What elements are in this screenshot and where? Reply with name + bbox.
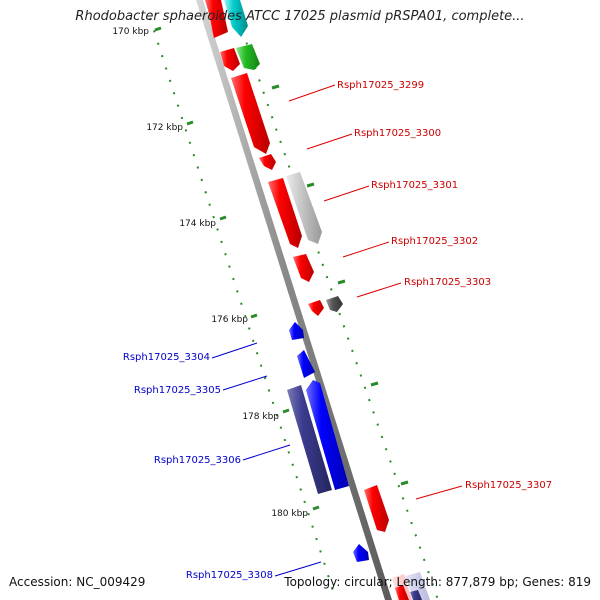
gene-arrow-rsph17025-3302-a[interactable] — [268, 178, 302, 248]
ruler-tick — [186, 120, 194, 126]
ruler-label: 170 kbp — [112, 27, 149, 37]
callout-line — [274, 561, 322, 577]
gene-label[interactable]: Rsph17025_3308 — [186, 570, 273, 581]
ruler-label: 178 kbp — [242, 412, 279, 422]
gene-label[interactable]: Rsph17025_3305 — [134, 385, 221, 396]
callout-line — [288, 84, 336, 102]
gene-arrow-rsph17025-3301[interactable] — [286, 172, 322, 244]
gene-arrow-rsph17025-3302[interactable] — [293, 254, 314, 282]
gene-arrow-rsph17025-3304[interactable] — [289, 322, 304, 340]
gene-label[interactable]: Rsph17025_3307 — [465, 480, 552, 491]
ruler-tick — [282, 408, 290, 414]
gene-arrow-rsph17025-3303[interactable] — [326, 296, 343, 312]
ruler-major-ticks — [154, 26, 320, 511]
gene-arrow-red[interactable] — [395, 585, 409, 600]
ruler-tick — [250, 313, 258, 319]
reverse-callout-lines — [211, 342, 322, 577]
forward-callout-lines — [288, 84, 463, 500]
gene-arrow-green[interactable] — [236, 44, 260, 70]
ruler-tick — [306, 182, 315, 188]
gene-label[interactable]: Rsph17025_3299 — [337, 80, 424, 91]
gene-label[interactable]: Rsph17025_3303 — [404, 277, 491, 288]
gene-arrow-rsph17025-3305[interactable] — [297, 350, 315, 378]
gene-arrow-rsph17025-3308[interactable] — [353, 544, 369, 562]
ruler-tick — [400, 480, 409, 486]
ruler-major-ticks-outer — [271, 84, 409, 486]
ruler-tick — [219, 215, 227, 221]
gene-arrow-rsph17025-3306[interactable] — [287, 385, 332, 494]
map-title: Rhodobacter sphaeroides ATCC 17025 plasm… — [75, 9, 525, 24]
genome-backbone — [196, 0, 392, 600]
gene-arrow-rsph17025-3307[interactable] — [364, 485, 389, 532]
gene-arrow-lavender[interactable] — [405, 572, 430, 600]
callout-line — [242, 444, 291, 461]
gene-label[interactable]: Rsph17025_3302 — [391, 236, 478, 247]
gene-arrow-rsph17025-3299[interactable] — [231, 73, 270, 154]
callout-line — [323, 185, 370, 202]
callout-line — [415, 485, 463, 500]
ruler-label: 172 kbp — [146, 123, 183, 133]
gene-label[interactable]: Rsph17025_3306 — [154, 455, 241, 466]
gene-arrow-red-small[interactable] — [308, 300, 324, 316]
accession-text: Accession: NC_009429 — [9, 575, 146, 589]
callout-line — [342, 241, 390, 258]
callout-line — [222, 375, 268, 391]
ruler-tick — [337, 279, 346, 285]
ruler-label: 180 kbp — [271, 509, 308, 519]
gene-arrow-cyan[interactable] — [224, 0, 248, 37]
gene-arrow-rsph17025-3306-blue[interactable] — [306, 380, 349, 490]
callout-line — [356, 282, 402, 298]
gene-arrow-navy[interactable] — [410, 590, 422, 600]
gene-label[interactable]: Rsph17025_3301 — [371, 180, 458, 191]
gene-arrow-red[interactable] — [205, 0, 228, 38]
gene-label[interactable]: Rsph17025_3300 — [354, 128, 441, 139]
ruler-tick — [370, 381, 379, 387]
gene-arrow-red[interactable] — [220, 48, 240, 71]
ruler-label: 176 kbp — [211, 315, 248, 325]
ruler-tick — [312, 505, 320, 511]
gene-label[interactable]: Rsph17025_3304 — [123, 352, 210, 363]
callout-line — [306, 133, 353, 150]
ruler-tick — [271, 84, 280, 90]
ruler-label: 174 kbp — [179, 219, 216, 229]
callout-line — [211, 342, 258, 359]
genome-summary: Topology: circular; Length: 877,879 bp; … — [284, 575, 591, 589]
gene-arrow-rsph17025-3300[interactable] — [259, 154, 276, 170]
ruler-tick — [154, 26, 162, 32]
